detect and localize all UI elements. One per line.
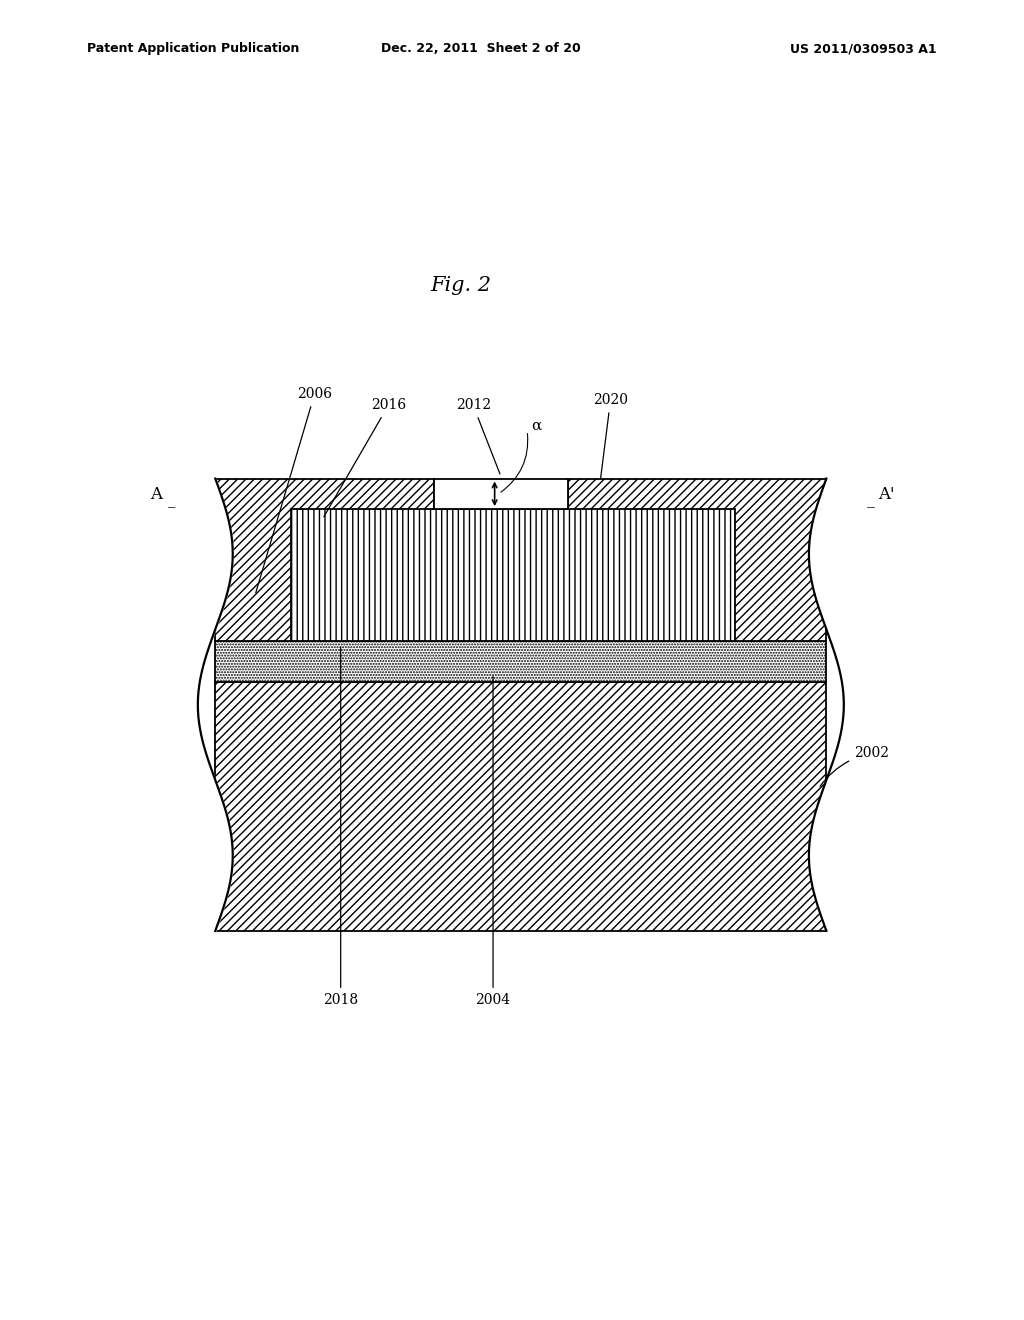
Text: Fig. 2: Fig. 2 [431,276,492,294]
Text: 2016: 2016 [324,399,406,517]
Text: 2006: 2006 [256,387,332,593]
Text: US 2011/0309503 A1: US 2011/0309503 A1 [791,42,937,55]
Text: 2002: 2002 [820,746,889,787]
Text: Patent Application Publication: Patent Application Publication [87,42,299,55]
Polygon shape [215,642,826,682]
Text: 2012: 2012 [456,399,500,474]
Text: Dec. 22, 2011  Sheet 2 of 20: Dec. 22, 2011 Sheet 2 of 20 [381,42,582,55]
Text: A': A' [878,486,894,503]
Text: 2020: 2020 [593,393,628,479]
Polygon shape [433,479,568,510]
Polygon shape [215,479,826,642]
Polygon shape [215,682,826,931]
Text: α: α [531,418,542,433]
Polygon shape [291,510,735,642]
Text: A: A [150,486,162,503]
Text: 2004: 2004 [475,676,511,1007]
Text: 2018: 2018 [324,647,358,1007]
